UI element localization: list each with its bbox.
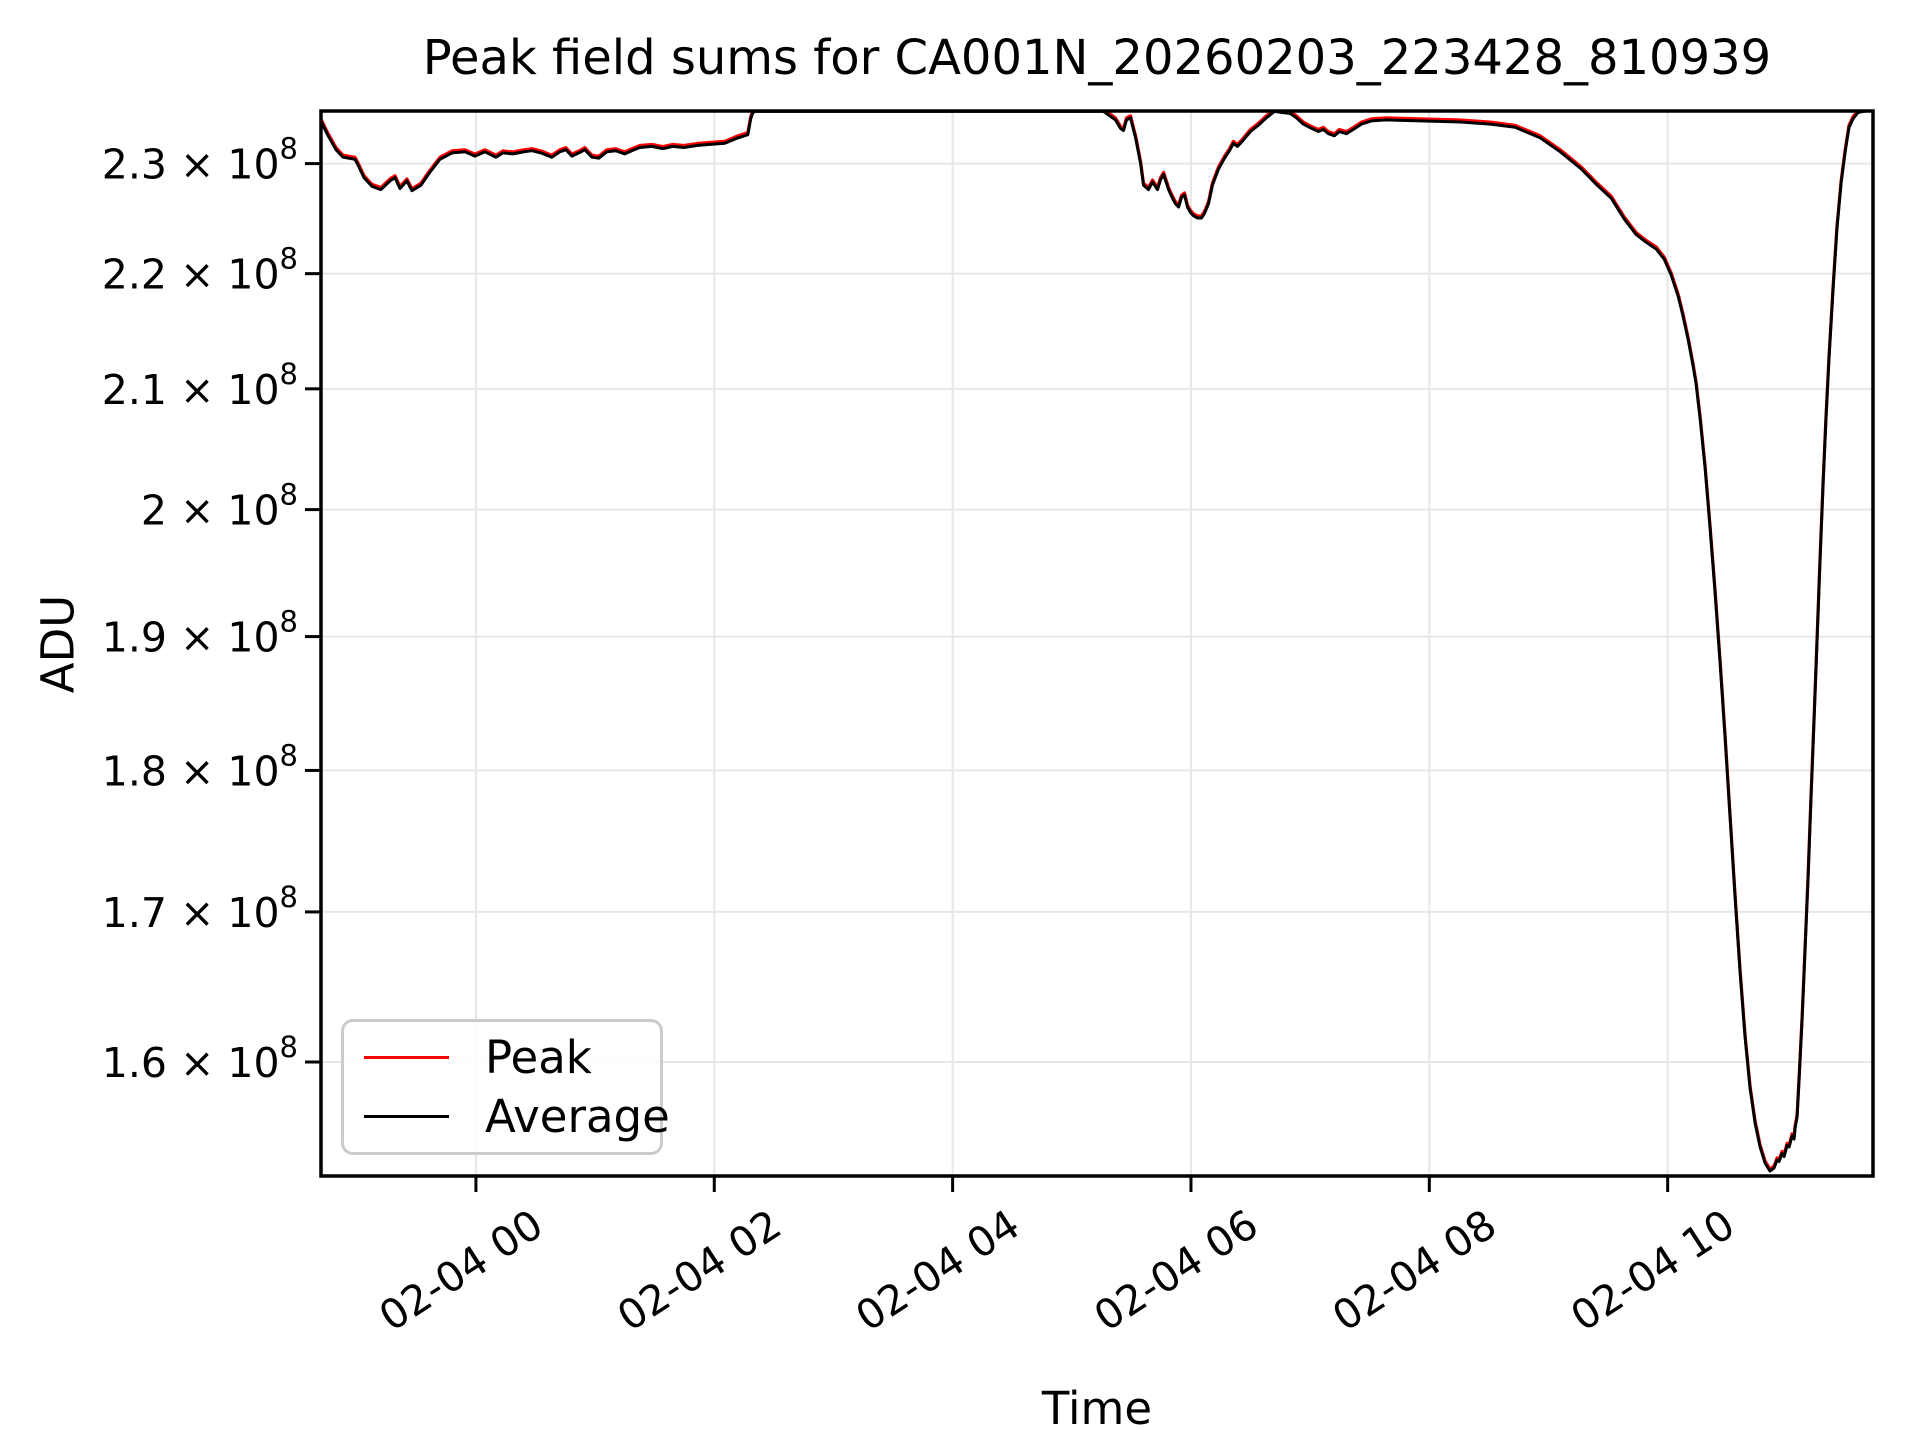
legend-item-peak: Peak [364, 1028, 640, 1087]
series-lines [321, 111, 1873, 1173]
legend-item-average: Average [364, 1087, 670, 1146]
y-tick-label: 1.9 × 108 [102, 605, 298, 662]
x-tick-label: 02-04 04 [847, 1200, 1028, 1341]
y-tick-label: 2 × 108 [141, 478, 298, 535]
legend-label-peak: Peak [485, 1031, 592, 1084]
series-line-average [321, 111, 1873, 1173]
chart-title: Peak field sums for CA001N_20260203_2234… [422, 30, 1772, 86]
y-tick-label: 2.1 × 108 [102, 357, 298, 414]
y-tick-label: 2.3 × 108 [102, 132, 298, 189]
y-tick-label: 2.2 × 108 [102, 242, 298, 299]
gridlines [321, 111, 1873, 1176]
x-axis-ticks: 02-04 00 02-04 02 02-04 04 02-04 06 02-04 08… [371, 1176, 1743, 1341]
y-axis-ticks: 2.3 × 108 2.2 × 108 2.1 × 108 2 × 108 1.9 × … [102, 132, 321, 1087]
series-line-peak [321, 111, 1864, 1171]
x-tick-label: 02-04 10 [1562, 1200, 1743, 1341]
y-tick-label: 1.6 × 108 [102, 1030, 298, 1087]
y-tick-label: 1.8 × 108 [102, 738, 298, 795]
average-line-swatch [364, 1115, 449, 1118]
peak-line-swatch [364, 1056, 449, 1059]
x-tick-label: 02-04 08 [1324, 1200, 1505, 1341]
legend-label-average: Average [485, 1090, 670, 1143]
x-tick-label: 02-04 06 [1086, 1200, 1267, 1341]
x-tick-label: 02-04 02 [609, 1200, 790, 1341]
x-tick-label: 02-04 00 [371, 1200, 552, 1341]
legend: Peak Average [341, 1019, 670, 1155]
y-tick-label: 1.7 × 108 [102, 880, 298, 937]
x-axis-label: Time [1041, 1382, 1153, 1435]
axes-box [319, 109, 1875, 1178]
y-axis-label: ADU [31, 594, 85, 694]
